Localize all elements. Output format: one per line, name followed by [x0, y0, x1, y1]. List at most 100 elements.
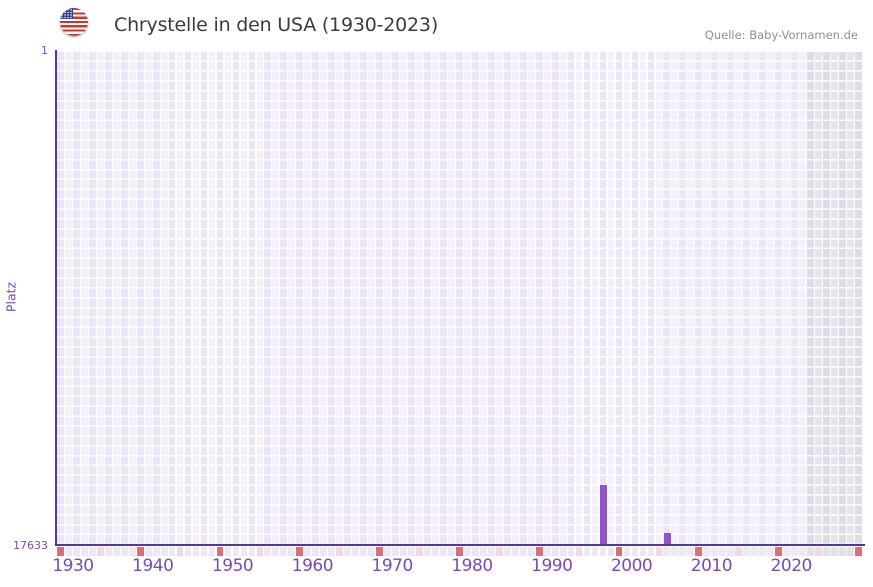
year-cell [160, 547, 168, 556]
x-axis-tick-2000: 2000 [610, 556, 653, 576]
grid-column [663, 52, 671, 545]
year-cell [679, 547, 687, 556]
decade-marker-1990 [535, 547, 543, 556]
year-cell [440, 547, 447, 556]
year-cell [424, 547, 431, 556]
year-cell [791, 547, 798, 556]
year-marker-strip [57, 547, 863, 556]
grid-column [192, 52, 200, 545]
grid-column [168, 52, 176, 545]
year-cell [264, 547, 272, 556]
grid-column [575, 52, 583, 545]
grid-column [400, 52, 407, 545]
grid-column [280, 52, 288, 545]
grid-column [208, 52, 216, 545]
year-cell [623, 547, 631, 556]
grid-column [320, 52, 328, 545]
grid-column [679, 52, 687, 545]
year-cell [200, 547, 208, 556]
rank-bar-1998[interactable] [600, 485, 607, 544]
year-cell [639, 547, 647, 556]
x-axis-tick-1990: 1990 [531, 556, 573, 576]
year-cell [328, 547, 336, 556]
decade-marker-1970 [376, 547, 383, 556]
grid-column [64, 52, 72, 545]
decade-marker-2010 [695, 547, 703, 556]
grid-column [88, 52, 96, 545]
grid-column [352, 52, 360, 545]
grid-column [360, 52, 367, 545]
grid-column [735, 52, 743, 545]
grid-column [815, 52, 822, 545]
year-cell [703, 547, 711, 556]
x-axis-line [55, 544, 865, 546]
mid-decade-marker-1965 [336, 547, 344, 556]
year-cell [384, 547, 391, 556]
year-cell [120, 547, 128, 556]
grid-column [719, 52, 727, 545]
year-cell [240, 547, 248, 556]
year-cell [392, 547, 399, 556]
grid-column [264, 52, 272, 545]
grid-column [248, 52, 256, 545]
mid-decade-marker-1975 [416, 547, 423, 556]
grid-column [272, 52, 280, 545]
year-cell [112, 547, 120, 556]
year-cell [687, 547, 695, 556]
grid-column [216, 52, 224, 545]
decade-marker-1980 [456, 547, 463, 556]
grid-column [647, 52, 655, 545]
grid-column [559, 52, 567, 545]
x-axis-tick-2010: 2010 [690, 556, 733, 576]
y-axis-tick-top: 1 [41, 44, 48, 57]
grid-column [503, 52, 511, 545]
year-cell [64, 547, 72, 556]
grid-column [639, 52, 647, 545]
year-cell [280, 547, 288, 556]
year-cell [847, 547, 854, 556]
grid-column [312, 52, 320, 545]
year-cell [831, 547, 838, 556]
flag-canton-stars [60, 8, 73, 19]
year-cell [104, 547, 112, 556]
year-cell [591, 547, 599, 556]
year-cell [527, 547, 535, 556]
year-cell [559, 547, 567, 556]
year-cell [352, 547, 360, 556]
x-axis-tick-1980: 1980 [451, 556, 493, 576]
grid-column [543, 52, 551, 545]
decade-marker-1940 [136, 547, 144, 556]
year-cell [719, 547, 727, 556]
grid-column [743, 52, 751, 545]
grid-column [847, 52, 854, 545]
grid-column [607, 52, 615, 545]
grid-column [57, 52, 64, 545]
year-cell [144, 547, 152, 556]
x-axis-tick-1950: 1950 [211, 556, 254, 576]
mid-decade-marker-1935 [96, 547, 104, 556]
grid-column [591, 52, 599, 545]
year-cell [503, 547, 511, 556]
year-cell [479, 547, 487, 556]
us-flag-icon [60, 8, 88, 36]
year-cell [799, 547, 806, 556]
grid-column [328, 52, 336, 545]
grid-column [479, 52, 487, 545]
year-cell [224, 547, 232, 556]
grid-column [240, 52, 248, 545]
year-cell [208, 547, 216, 556]
grid-column [727, 52, 735, 545]
year-cell [487, 547, 495, 556]
grid-column [807, 52, 814, 545]
decade-marker-2020 [775, 547, 782, 556]
year-cell [168, 547, 176, 556]
grid-column [160, 52, 168, 545]
grid-column [759, 52, 767, 545]
year-cell [368, 547, 375, 556]
grid-column [424, 52, 431, 545]
grid-column [783, 52, 790, 545]
year-cell [631, 547, 639, 556]
rank-bar-2006[interactable] [663, 532, 671, 544]
year-cell [671, 547, 679, 556]
